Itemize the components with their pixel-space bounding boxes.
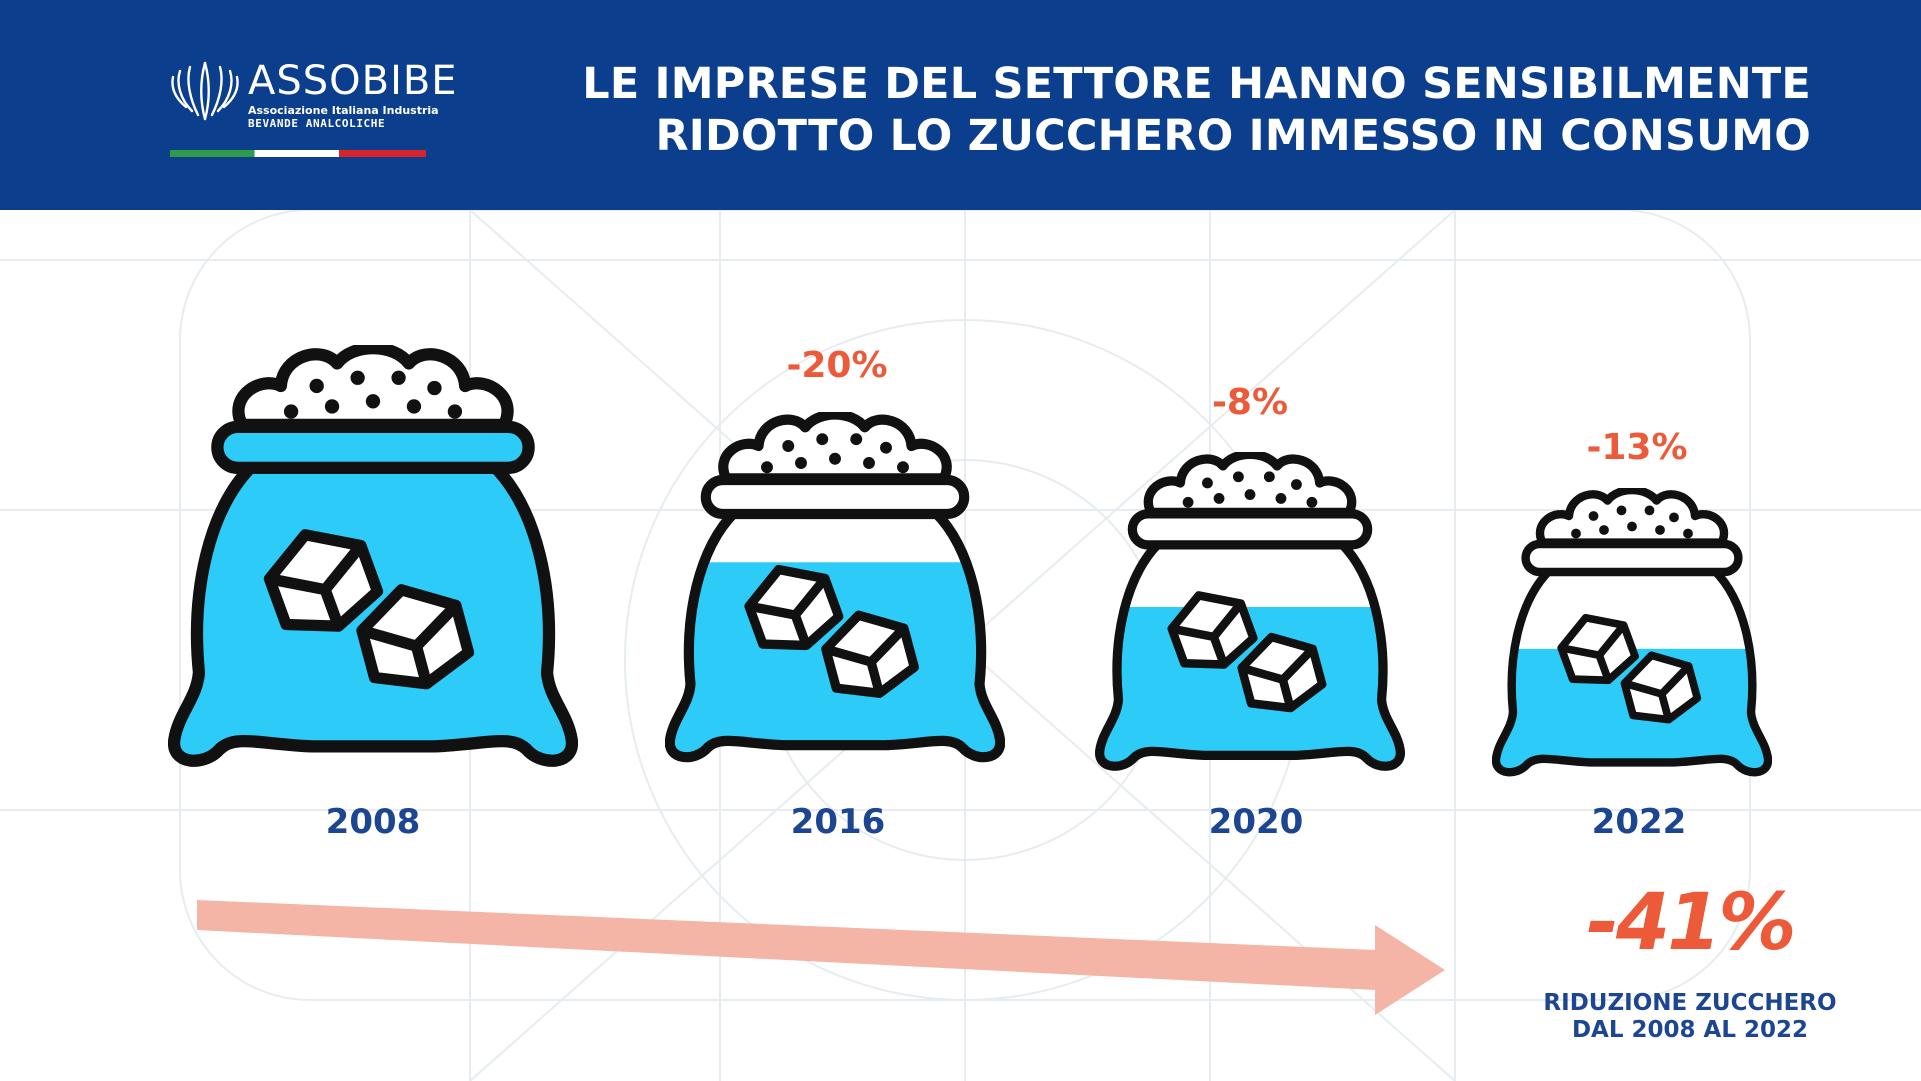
sugar-bag-2008: [168, 345, 578, 767]
logo-subtitle-2: BEVANDE ANALCOLICHE: [248, 117, 386, 130]
sugar-bag-2020: [1095, 452, 1405, 771]
title-line-2: RIDOTTO LO ZUCCHERO IMMESSO IN CONSUMO: [655, 111, 1811, 161]
italian-flag-stripe: [170, 150, 426, 157]
year-label-2022: 2022: [1591, 802, 1687, 842]
title-line-1: LE IMPRESE DEL SETTORE HANNO SENSIBILMEN…: [582, 59, 1811, 109]
year-label-2008: 2008: [325, 802, 421, 842]
caption-line-1: RIDUZIONE ZUCCHERO: [1543, 990, 1837, 1016]
eagle-logo-icon: [171, 61, 239, 121]
change-label-2020: -8%: [1211, 382, 1289, 423]
year-label-2020: 2020: [1208, 802, 1304, 842]
page-title: LE IMPRESE DEL SETTORE HANNO SENSIBILMEN…: [582, 58, 1811, 162]
summary-caption: RIDUZIONE ZUCCHERO DAL 2008 AL 2022: [1510, 990, 1870, 1044]
change-label-2022: -13%: [1586, 427, 1688, 468]
logo-subtitle: Associazione Italiana Industria: [248, 104, 439, 117]
caption-line-2: DAL 2008 AL 2022: [1571, 1017, 1809, 1043]
sugar-bag-2016: [665, 412, 1005, 763]
total-change-value: -41%: [1586, 878, 1796, 968]
year-label-2016: 2016: [790, 802, 886, 842]
trend-arrow: [197, 900, 1445, 1015]
change-label-2016: -20%: [786, 345, 888, 386]
sugar-bag-2022: [1492, 488, 1772, 777]
header-banner: ASSOBIBE Associazione Italiana Industria…: [0, 0, 1921, 210]
assobibe-logo: ASSOBIBE Associazione Italiana Industria…: [170, 55, 457, 165]
logo-name: ASSOBIBE: [248, 58, 458, 104]
